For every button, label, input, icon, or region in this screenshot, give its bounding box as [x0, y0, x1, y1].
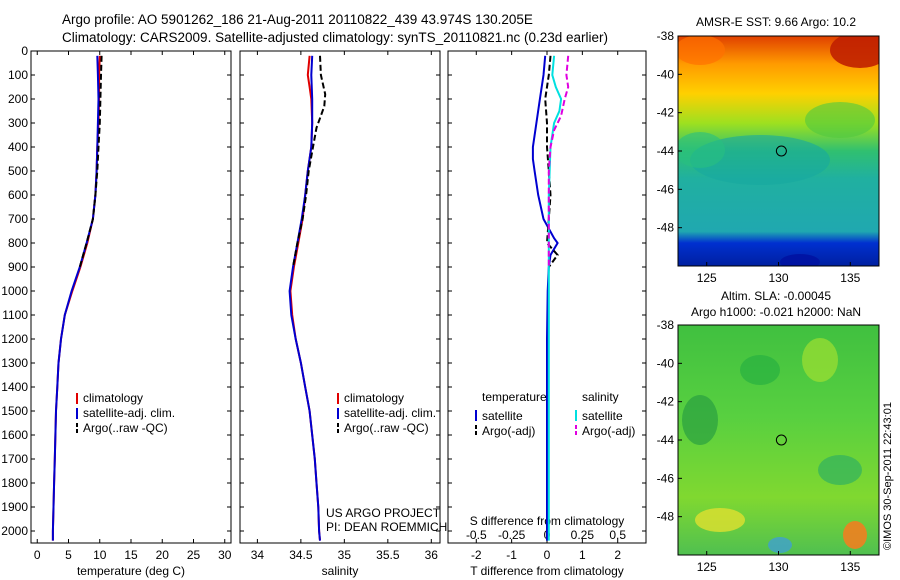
y-tick-label: 500 — [8, 164, 28, 178]
legend-label: satellite-adj. clim. — [83, 406, 175, 420]
x-tick-label: 125 — [697, 560, 717, 574]
x-tick-label: 15 — [124, 548, 138, 562]
x-axis-label: salinity — [322, 564, 359, 578]
argo-position-marker — [775, 434, 787, 446]
top-x-tick-label: -0.5 — [466, 528, 487, 542]
y-tick-label: -48 — [657, 510, 675, 524]
y-tick-label: 100 — [8, 68, 28, 82]
y-tick-label: 0 — [21, 44, 28, 58]
y-tick-label: -38 — [657, 318, 675, 332]
y-tick-label: 600 — [8, 188, 28, 202]
y-tick-label: 900 — [8, 260, 28, 274]
y-tick-label: -40 — [657, 67, 675, 81]
chart-title-line1: Argo profile: AO 5901262_186 21-Aug-2011… — [62, 12, 533, 27]
x-tick-label: 34 — [251, 548, 265, 562]
series-line — [51, 55, 100, 541]
y-tick-label: 300 — [8, 116, 28, 130]
legend-label: Argo(..raw -QC) — [344, 421, 429, 435]
imos-credit: ©IMOS 30-Sep-2011 22:43:01 — [882, 402, 894, 550]
legend-label: Argo(-adj) — [482, 424, 535, 438]
x-tick-label: 135 — [840, 560, 860, 574]
x-tick-label: 2 — [614, 548, 621, 562]
y-tick-label: 1500 — [1, 404, 28, 418]
top-x-tick-label: 0.5 — [609, 528, 626, 542]
x-tick-label: -1 — [506, 548, 517, 562]
legend-label: Argo(..raw -QC) — [83, 421, 168, 435]
top-x-tick-label: -0.25 — [498, 528, 526, 542]
legend-label: satellite — [482, 409, 523, 423]
x-tick-label: 5 — [65, 548, 72, 562]
y-tick-label: 1100 — [2, 308, 28, 322]
x-tick-label: 0 — [544, 548, 551, 562]
y-tick-label: 1700 — [1, 452, 28, 466]
series-line — [78, 55, 103, 268]
sst-map — [678, 36, 879, 266]
sla-map-title-line2: Argo h1000: -0.021 h2000: NaN — [691, 305, 861, 319]
legend-header: salinity — [582, 390, 619, 404]
top-x-tick-label: 0.25 — [571, 528, 595, 542]
y-tick-label: -44 — [657, 144, 675, 158]
y-tick-label: -46 — [657, 471, 675, 485]
x-tick-label: 130 — [768, 271, 788, 285]
x-tick-label: 35 — [338, 548, 352, 562]
x-tick-label: 135 — [840, 271, 860, 285]
annotation-text: PI: DEAN ROEMMICH — [326, 520, 447, 534]
sst-map-title: AMSR-E SST: 9.66 Argo: 10.2 — [696, 15, 856, 29]
x-tick-label: -2 — [471, 548, 482, 562]
legend-label: Argo(-adj) — [582, 424, 635, 438]
y-tick-label: 1000 — [1, 284, 28, 298]
legend-header: temperature — [482, 390, 547, 404]
y-tick-label: -42 — [657, 106, 675, 120]
y-tick-label: -44 — [657, 433, 675, 447]
legend-label: satellite — [582, 409, 623, 423]
series-line — [288, 55, 321, 541]
y-tick-label: 1200 — [1, 332, 28, 346]
x-tick-label: 10 — [93, 548, 107, 562]
sla-map-title-line1: Altim. SLA: -0.00045 — [721, 289, 831, 303]
sla-map — [678, 325, 879, 555]
y-tick-label: 1600 — [1, 428, 28, 442]
legend-label: climatology — [83, 391, 143, 405]
x-tick-label: 34.5 — [289, 548, 313, 562]
y-tick-label: 1300 — [1, 356, 28, 370]
x-tick-label: 36 — [425, 548, 439, 562]
series-line — [544, 55, 559, 268]
x-tick-label: 0 — [34, 548, 41, 562]
x-tick-label: 20 — [156, 548, 170, 562]
x-tick-label: 25 — [187, 548, 201, 562]
y-tick-label: 2000 — [1, 524, 28, 538]
annotation-text: US ARGO PROJECT — [326, 506, 441, 520]
y-tick-label: 1800 — [1, 476, 28, 490]
y-tick-label: 800 — [8, 236, 28, 250]
y-tick-label: -40 — [657, 356, 675, 370]
y-tick-label: 1400 — [1, 380, 28, 394]
x-axis-label: T difference from climatology — [470, 564, 624, 578]
y-tick-label: -38 — [657, 29, 675, 43]
legend-label: satellite-adj. clim. — [344, 406, 436, 420]
plot-frame — [239, 50, 441, 544]
x-tick-label: 1 — [579, 548, 586, 562]
y-tick-label: -42 — [657, 395, 675, 409]
y-tick-label: 700 — [8, 212, 28, 226]
series-line — [51, 55, 101, 541]
x-tick-label: 35.5 — [376, 548, 400, 562]
legend-label: climatology — [344, 391, 404, 405]
y-tick-label: 1900 — [1, 500, 28, 514]
y-tick-label: 400 — [8, 140, 28, 154]
argo-position-marker — [775, 145, 787, 157]
chart-title-line2: Climatology: CARS2009. Satellite-adjuste… — [62, 30, 609, 45]
plot-frame — [30, 50, 232, 544]
x-tick-label: 130 — [768, 560, 788, 574]
x-axis-label: temperature (deg C) — [77, 564, 185, 578]
series-line — [292, 55, 327, 268]
x-tick-label: 30 — [218, 548, 232, 562]
y-tick-label: -48 — [657, 221, 675, 235]
y-tick-label: -46 — [657, 182, 675, 196]
y-tick-label: 200 — [8, 92, 28, 106]
x-tick-label: 125 — [697, 271, 717, 285]
